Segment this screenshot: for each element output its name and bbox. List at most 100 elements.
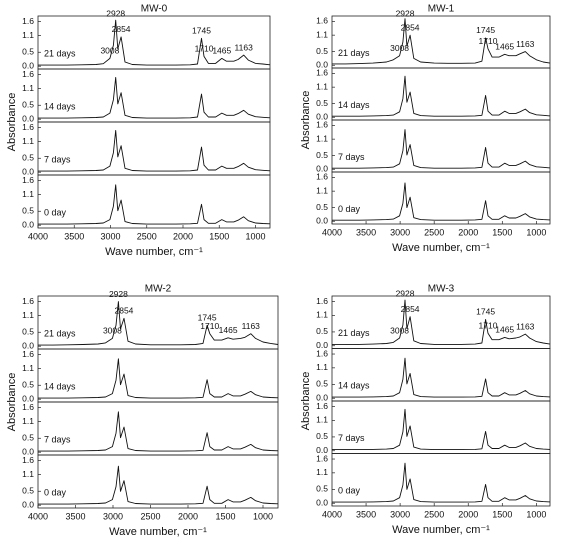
x-tick-label: 1500 (209, 231, 229, 241)
spectrum-line (332, 75, 551, 117)
x-tick-label: 3500 (65, 511, 85, 521)
x-tick-label: 4000 (322, 227, 342, 237)
series-label: 21 days (338, 328, 370, 338)
y-tick-label: 1.1 (22, 189, 34, 199)
y-tick-label: 1.6 (22, 122, 34, 132)
y-tick-label: 1.6 (22, 175, 34, 185)
series-label: 0 day (338, 204, 361, 214)
x-tick-label: 2500 (424, 509, 444, 519)
y-tick-label: 1.1 (316, 81, 328, 91)
x-tick-label: 1000 (526, 227, 546, 237)
y-tick-label: 0.0 (316, 60, 328, 70)
peak-label: 2854 (401, 304, 420, 314)
y-tick-label: 1.6 (22, 296, 34, 306)
x-tick-label: 3000 (390, 509, 410, 519)
x-tick-label: 3000 (103, 511, 123, 521)
y-tick-label: 1.1 (22, 310, 34, 320)
peak-label: 1710 (195, 44, 214, 54)
x-tick-label: 2500 (140, 511, 160, 521)
peak-label: 1710 (479, 321, 498, 331)
x-tick-label: 1000 (245, 231, 265, 241)
spectrum-line (332, 462, 551, 503)
series-label: 7 days (338, 433, 365, 443)
peak-label: 1745 (198, 313, 217, 323)
subplot-frame (37, 348, 279, 403)
y-tick-label: 1.6 (316, 16, 328, 26)
y-tick-label: 1.1 (316, 133, 328, 143)
y-tick-label: 1.1 (316, 29, 328, 39)
y-tick-label: 0.0 (22, 446, 34, 456)
y-tick-label: 0.0 (316, 392, 328, 402)
spectrum-line (38, 19, 271, 66)
y-tick-label: 1.6 (316, 453, 328, 463)
y-tick-label: 0.0 (22, 60, 34, 70)
peak-label: 2928 (109, 289, 128, 299)
y-tick-label: 0.0 (22, 219, 34, 229)
peak-label: 3008 (390, 325, 409, 335)
peak-label: 1465 (212, 46, 231, 56)
y-tick-label: 0.0 (316, 216, 328, 226)
peak-label: 2928 (106, 8, 125, 18)
subplot-frame (331, 348, 551, 402)
x-axis-label: Wave number, cm⁻¹ (105, 246, 203, 258)
x-tick-label: 1000 (253, 511, 273, 521)
series-label: 7 days (338, 152, 365, 162)
y-tick-label: 0.5 (316, 46, 328, 56)
y-tick-label: 1.1 (316, 185, 328, 195)
y-tick-label: 0.5 (22, 380, 34, 390)
spectrum-line (38, 76, 271, 119)
series-label: 21 days (44, 49, 76, 59)
y-tick-label: 1.1 (22, 30, 34, 40)
peak-label: 1710 (479, 36, 498, 46)
y-tick-label: 0.0 (22, 166, 34, 176)
chart-title: MW-2 (145, 284, 172, 295)
y-tick-label: 1.1 (22, 136, 34, 146)
subplot-frame (37, 121, 271, 176)
y-tick-label: 1.1 (316, 362, 328, 372)
x-tick-label: 3000 (100, 231, 120, 241)
x-tick-label: 1000 (526, 509, 546, 519)
series-label: 14 days (338, 381, 370, 391)
y-tick-label: 0.5 (22, 206, 34, 216)
spectrum-line (38, 465, 279, 505)
y-tick-label: 1.6 (22, 69, 34, 79)
spectrum-line (38, 411, 279, 452)
peak-label: 1163 (242, 321, 261, 331)
y-axis-label: Absorbance (300, 91, 312, 150)
series-label: 0 day (338, 486, 361, 496)
spectrum-line (332, 408, 551, 451)
x-tick-label: 3000 (390, 227, 410, 237)
y-tick-label: 0.5 (316, 150, 328, 160)
y-axis-label: Absorbance (6, 373, 18, 432)
peak-label: 1163 (235, 42, 254, 52)
y-tick-label: 1.1 (22, 416, 34, 426)
peak-label: 1465 (219, 325, 238, 335)
x-tick-label: 2000 (173, 231, 193, 241)
peak-label: 1745 (192, 26, 211, 36)
chart-title: MW-0 (141, 4, 168, 15)
series-label: 7 days (44, 435, 71, 445)
y-tick-label: 0.0 (316, 497, 328, 507)
x-tick-label: 2000 (458, 227, 478, 237)
subplot-frame (331, 400, 551, 454)
series-label: 21 days (338, 48, 370, 58)
y-tick-label: 0.5 (316, 202, 328, 212)
x-tick-label: 2000 (458, 509, 478, 519)
y-tick-label: 0.5 (22, 433, 34, 443)
spectrum-line (332, 357, 551, 398)
series-label: 14 days (44, 382, 76, 392)
series-label: 0 day (44, 488, 67, 498)
x-tick-label: 3500 (356, 509, 376, 519)
y-tick-label: 1.6 (316, 172, 328, 182)
peak-label: 3008 (100, 46, 119, 56)
y-tick-label: 0.5 (22, 327, 34, 337)
y-tick-label: 1.6 (22, 455, 34, 465)
peak-label: 1745 (476, 307, 495, 317)
y-tick-label: 0.5 (316, 379, 328, 389)
y-tick-label: 1.6 (22, 349, 34, 359)
spectrum-line (38, 358, 279, 399)
peak-label: 2854 (112, 24, 131, 34)
spectrum-line (38, 129, 271, 172)
y-tick-label: 0.0 (316, 164, 328, 174)
